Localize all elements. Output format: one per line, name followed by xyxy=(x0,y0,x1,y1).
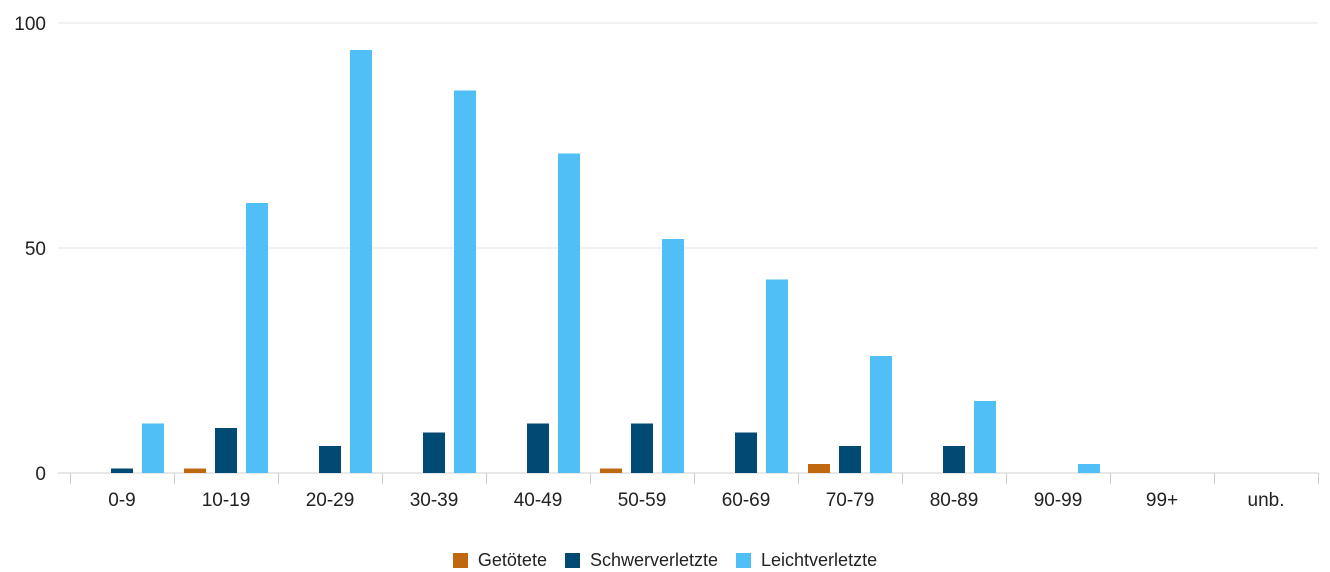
bar-schwerverletzte-30-39 xyxy=(423,432,445,473)
legend-label: Leichtverletzte xyxy=(761,549,878,570)
x-tick-label: 50-59 xyxy=(618,490,667,511)
legend-label: Getötete xyxy=(477,549,547,570)
bars xyxy=(111,50,1100,473)
bar-schwerverletzte-60-69 xyxy=(735,432,757,473)
bar-schwerverletzte-0-9 xyxy=(111,468,133,473)
x-tick-label: 0-9 xyxy=(108,490,135,511)
bar-leichtverletzte-0-9 xyxy=(142,423,164,473)
x-tick-label: 99+ xyxy=(1146,490,1178,511)
y-tick-label: 100 xyxy=(14,14,46,35)
bar-get-tete-10-19 xyxy=(184,468,206,473)
bar-leichtverletzte-40-49 xyxy=(558,153,580,473)
x-tick-label: 80-89 xyxy=(930,490,979,511)
x-tick-label: 70-79 xyxy=(826,490,875,511)
bar-leichtverletzte-90-99 xyxy=(1078,464,1100,473)
legend-swatch xyxy=(564,552,580,568)
bar-leichtverletzte-60-69 xyxy=(766,279,788,473)
x-axis-tick-labels: 0-9 10-19 20-29 30-39 40-49 50-59 60-69 70-79 80… xyxy=(108,490,1284,511)
legend-label: Schwerverletzte xyxy=(589,549,719,570)
bar-schwerverletzte-50-59 xyxy=(631,423,653,473)
legend: Getötete Schwerverletzte Leichtverletzte xyxy=(0,548,1330,572)
bar-leichtverletzte-80-89 xyxy=(974,401,996,473)
x-tick-label: 60-69 xyxy=(722,490,771,511)
x-axis-ticks xyxy=(70,473,1319,484)
x-tick-label: unb. xyxy=(1248,490,1285,511)
x-tick-label: 10-19 xyxy=(202,490,251,511)
bar-schwerverletzte-70-79 xyxy=(839,446,861,473)
bar-leichtverletzte-70-79 xyxy=(870,356,892,473)
bar-leichtverletzte-30-39 xyxy=(454,90,476,473)
x-tick-label: 40-49 xyxy=(514,490,563,511)
bar-leichtverletzte-10-19 xyxy=(246,203,268,473)
legend-item[interactable]: Getötete xyxy=(452,549,547,571)
x-tick-label: 20-29 xyxy=(306,490,355,511)
bar-schwerverletzte-10-19 xyxy=(215,428,237,473)
bar-schwerverletzte-40-49 xyxy=(527,423,549,473)
bar-schwerverletzte-20-29 xyxy=(319,446,341,473)
bar-get-tete-70-79 xyxy=(808,464,830,473)
bar-leichtverletzte-50-59 xyxy=(662,239,684,473)
y-tick-label: 0 xyxy=(35,464,46,485)
bar-leichtverletzte-20-29 xyxy=(350,50,372,473)
legend-item[interactable]: Leichtverletzte xyxy=(736,550,877,571)
bar-schwerverletzte-80-89 xyxy=(943,446,965,473)
y-tick-label: 50 xyxy=(25,239,46,260)
legend-swatch xyxy=(452,552,468,568)
legend-item[interactable]: Schwerverletzte xyxy=(564,549,719,571)
legend-swatch xyxy=(736,552,752,568)
bar-get-tete-50-59 xyxy=(600,468,622,473)
x-tick-label: 30-39 xyxy=(410,490,459,511)
y-axis-tick-labels: 0 50 100 xyxy=(14,14,46,485)
x-tick-label: 90-99 xyxy=(1034,490,1083,511)
